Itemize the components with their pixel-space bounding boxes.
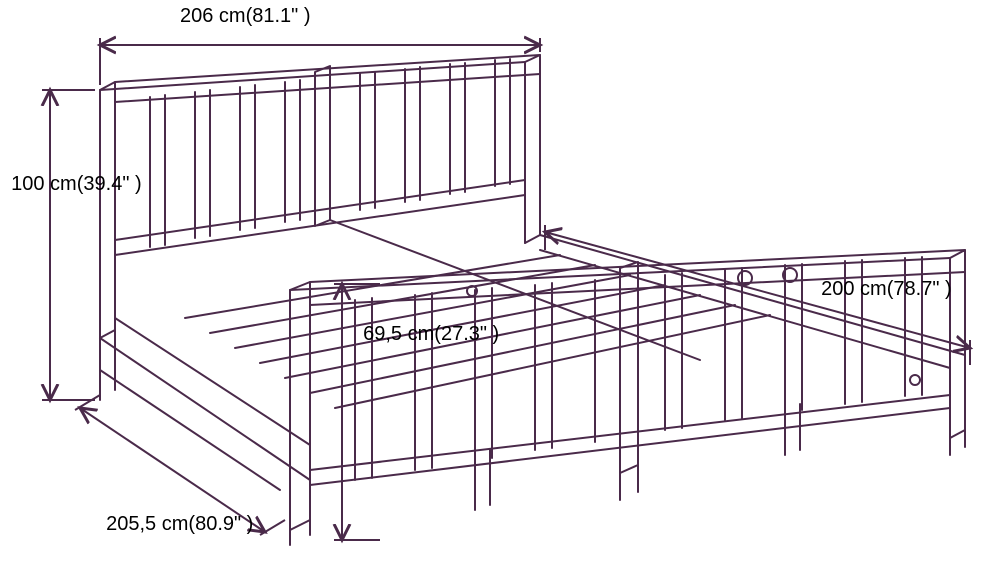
dim-depth: 205,5 cm(80.9" ) xyxy=(95,490,253,536)
dim-footboard-height: 69,5 cm(27.3" ) xyxy=(352,300,412,346)
dim-width-right: 200 cm(78.7" ) xyxy=(810,255,952,301)
dim-width-top: 206 cm(81.1" ) xyxy=(180,5,311,28)
dim-height-left: 100 cm(39.4" ) xyxy=(0,150,40,196)
